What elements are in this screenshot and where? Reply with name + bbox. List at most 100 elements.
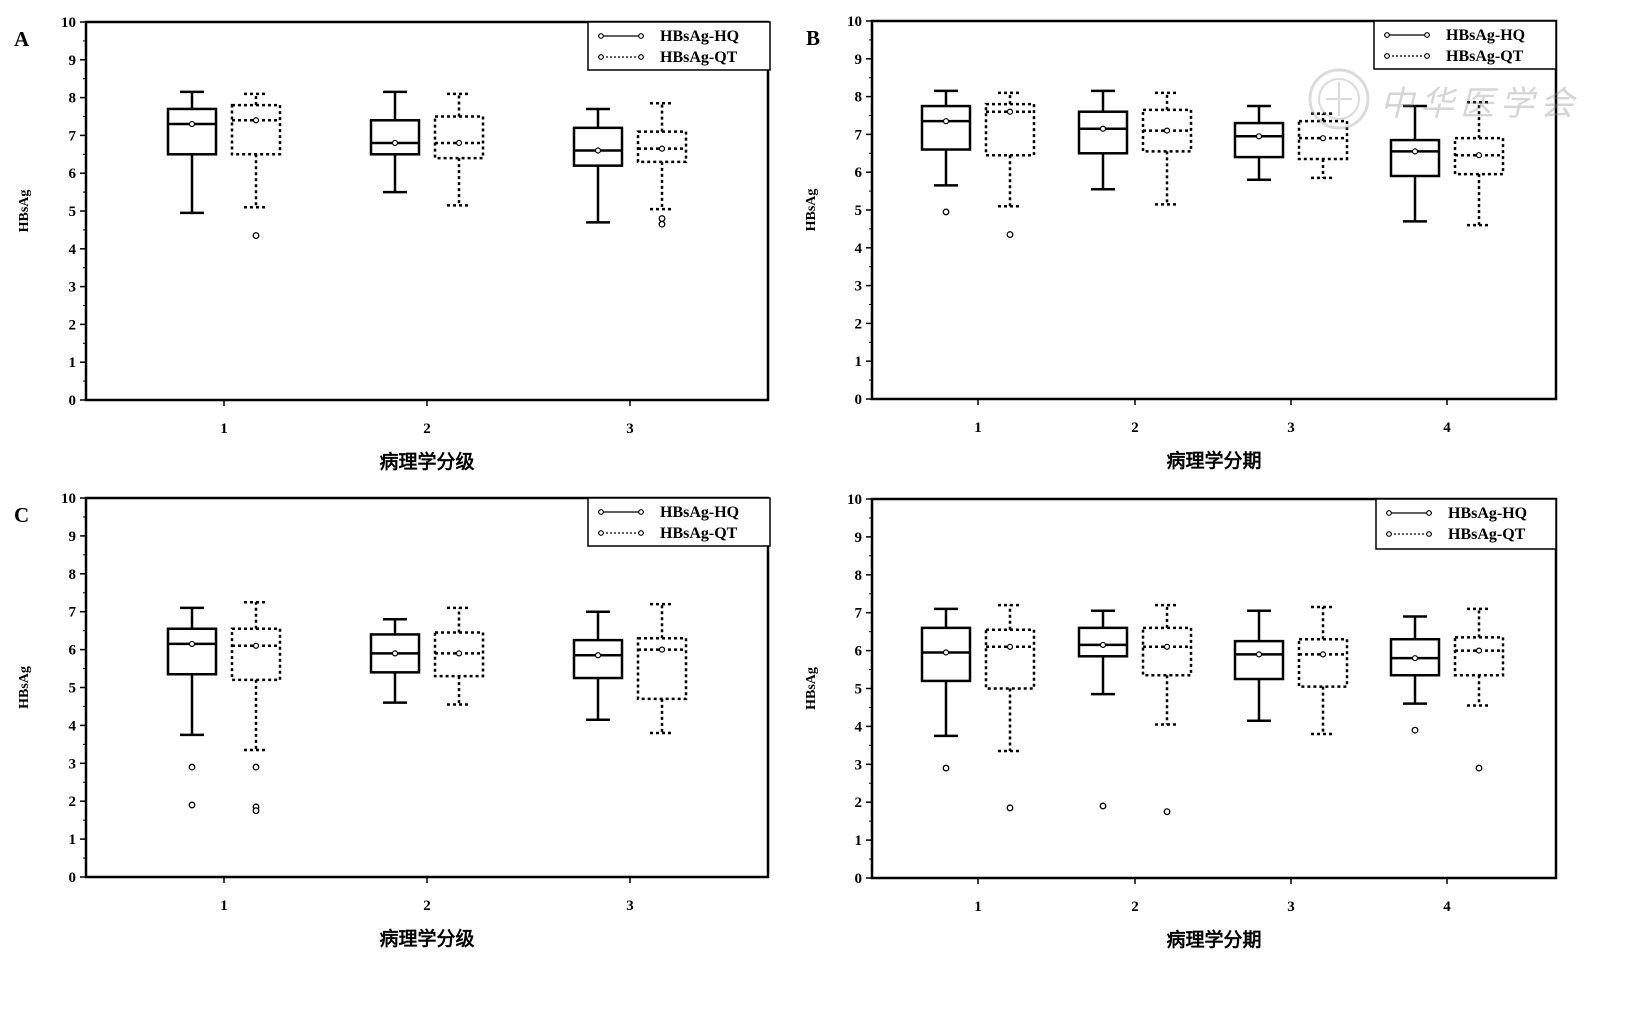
- outlier-point: [252, 232, 260, 240]
- legend-marker: [598, 530, 604, 536]
- box-iqr: [1233, 639, 1285, 681]
- mean-marker: [658, 646, 666, 653]
- box-hbsag-hq-2: [369, 90, 421, 194]
- mean-marker: [455, 650, 463, 657]
- mean-marker: [1475, 152, 1483, 159]
- y-tick-label: 8: [855, 90, 863, 106]
- box-iqr: [1141, 626, 1193, 677]
- x-tick-label: 1: [974, 420, 982, 436]
- box-hbsag-hq-3: [1233, 609, 1285, 722]
- mean-marker: [1319, 651, 1327, 658]
- legend-marker: [1424, 32, 1430, 38]
- box-iqr: [1233, 121, 1285, 159]
- mean-marker: [252, 642, 260, 649]
- box-iqr: [1389, 138, 1441, 178]
- box-hbsag-qt-4: [1453, 101, 1505, 227]
- y-tick-label: 5: [855, 682, 863, 698]
- y-tick-label: 0: [855, 871, 863, 887]
- x-tick-label: 3: [1287, 420, 1295, 436]
- plot-frame: [84, 496, 770, 879]
- box-hbsag-hq-2: [369, 618, 421, 704]
- legend-marker: [1426, 510, 1432, 516]
- legend: HBsAg-HQ HBsAg-QT: [1375, 498, 1557, 550]
- y-tick-label: 1: [855, 833, 863, 849]
- box-hbsag-hq-1: [920, 89, 972, 216]
- box-hbsag-hq-4: [1389, 104, 1441, 223]
- legend-label: HBsAg-QT: [1448, 526, 1526, 543]
- y-tick-label: 8: [69, 567, 77, 583]
- legend-marker: [638, 33, 644, 39]
- mean-marker: [594, 147, 602, 154]
- box-iqr: [433, 115, 485, 160]
- y-tick-label: 0: [69, 393, 77, 409]
- box-iqr: [1297, 637, 1349, 688]
- box-hbsag-qt-2: [433, 92, 485, 207]
- y-tick-label: 4: [69, 718, 77, 734]
- legend-marker: [598, 54, 604, 60]
- box-iqr: [1297, 119, 1349, 161]
- plot-frame: [84, 20, 770, 402]
- legend-marker: [1426, 531, 1432, 537]
- box-hbsag-qt-3: [1297, 605, 1349, 736]
- x-axis-label: 病理学分期: [1166, 928, 1261, 951]
- legend-marker: [1424, 53, 1430, 59]
- box-hbsag-qt-3: [1297, 112, 1349, 180]
- y-tick-label: 2: [855, 795, 863, 811]
- box-iqr: [920, 626, 972, 683]
- box-iqr: [1453, 136, 1505, 176]
- y-tick-label: 2: [69, 317, 77, 333]
- outlier-point: [252, 807, 260, 815]
- legend-box: [587, 497, 771, 547]
- y-tick-label: 8: [855, 568, 863, 584]
- box-iqr: [984, 628, 1036, 690]
- box-iqr: [1453, 636, 1505, 677]
- x-tick-label: 3: [626, 898, 634, 914]
- box-hbsag-hq-1: [166, 606, 218, 809]
- mean-marker: [1099, 125, 1107, 132]
- legend-box: [1375, 498, 1557, 550]
- outlier-point: [252, 763, 260, 771]
- box-hbsag-qt-1: [984, 603, 1036, 812]
- y-tick-label: 1: [69, 832, 77, 848]
- y-tick-label: 6: [69, 643, 77, 659]
- outlier-point: [942, 208, 950, 216]
- y-tick-label: 8: [69, 91, 77, 107]
- outlier-point: [1411, 726, 1419, 734]
- legend-marker: [1384, 53, 1390, 59]
- y-tick-label: 10: [61, 491, 76, 507]
- x-tick-label: 4: [1443, 899, 1451, 915]
- y-tick-label: 3: [855, 279, 863, 295]
- x-tick-label: 1: [974, 899, 982, 915]
- panel-letter: C: [14, 503, 29, 527]
- outlier-point: [1475, 764, 1483, 772]
- outlier-point: [1006, 804, 1014, 812]
- legend-label: HBsAg-HQ: [1446, 27, 1525, 44]
- legend-marker: [598, 509, 604, 515]
- legend-marker: [638, 509, 644, 515]
- box-iqr: [230, 103, 282, 156]
- box-iqr: [230, 627, 282, 682]
- x-tick-label: 2: [1131, 420, 1139, 436]
- x-axis-label: 病理学分级: [379, 927, 474, 950]
- y-tick-label: 5: [69, 681, 77, 697]
- mean-marker: [594, 652, 602, 659]
- mean-marker: [942, 649, 950, 656]
- plot-frame: [870, 19, 1558, 401]
- box-hbsag-hq-4: [1389, 615, 1441, 734]
- panel-letter: A: [14, 27, 30, 51]
- y-axis-label: HBsAg: [17, 190, 32, 233]
- x-axis-label: 病理学分期: [1166, 449, 1261, 472]
- box-iqr: [1077, 110, 1129, 155]
- box-hbsag-hq-3: [572, 107, 624, 224]
- x-tick-label: 2: [1131, 899, 1139, 915]
- mean-marker: [1255, 133, 1263, 140]
- box-hbsag-hq-2: [1077, 609, 1129, 810]
- y-tick-label: 7: [855, 127, 863, 143]
- box-hbsag-qt-1: [230, 92, 282, 240]
- plot-frame: [870, 497, 1558, 880]
- legend-label: HBsAg-HQ: [1448, 505, 1527, 522]
- mean-marker: [188, 120, 196, 128]
